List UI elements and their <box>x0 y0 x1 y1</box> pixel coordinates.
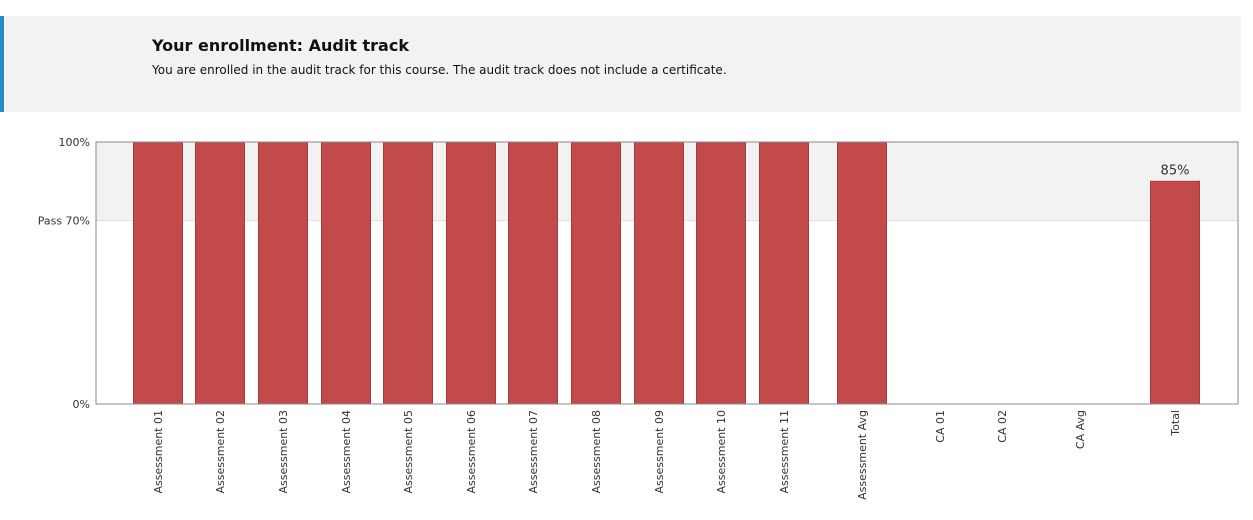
x-tick-label: Assessment 07 <box>527 410 540 493</box>
x-tick-label: Assessment 09 <box>653 410 666 493</box>
bar <box>696 141 746 405</box>
x-tick-label: Assessment 03 <box>277 410 290 493</box>
enrollment-message: You are enrolled in the audit track for … <box>152 63 727 77</box>
bar <box>634 141 684 405</box>
x-tick-label: Assessment Avg <box>856 410 869 500</box>
bar <box>383 141 433 405</box>
x-tick-label: CA 01 <box>934 410 947 443</box>
bar <box>133 141 183 405</box>
bar <box>195 141 245 405</box>
x-tick-label: Assessment 05 <box>402 410 415 493</box>
data-label: 85% <box>1161 163 1190 178</box>
bar <box>571 141 621 405</box>
y-tick-label: Pass 70% <box>38 215 90 228</box>
bar <box>508 141 558 405</box>
bar <box>258 141 308 405</box>
plot-frame <box>95 141 1239 405</box>
x-tick-label: Assessment 04 <box>340 410 353 493</box>
x-tick-label: Assessment 11 <box>778 410 791 493</box>
bar <box>446 141 496 405</box>
bar <box>1150 180 1200 405</box>
x-tick-label: CA 02 <box>996 410 1009 443</box>
x-tick-label: Assessment 08 <box>590 410 603 493</box>
enrollment-banner: Your enrollment: Audit track You are enr… <box>0 16 1241 112</box>
y-tick-label: 100% <box>59 136 90 149</box>
bar <box>759 141 809 405</box>
x-tick-label: Total <box>1169 410 1182 437</box>
enrollment-title: Your enrollment: Audit track <box>152 36 409 55</box>
x-tick-label: CA Avg <box>1074 410 1087 449</box>
x-tick-label: Assessment 02 <box>214 410 227 493</box>
x-tick-label: Assessment 06 <box>465 410 478 493</box>
bar <box>837 141 887 405</box>
x-tick-label: Assessment 10 <box>715 410 728 493</box>
x-tick-label: Assessment 01 <box>152 410 165 493</box>
y-tick-label: 0% <box>73 398 90 411</box>
bar <box>321 141 371 405</box>
